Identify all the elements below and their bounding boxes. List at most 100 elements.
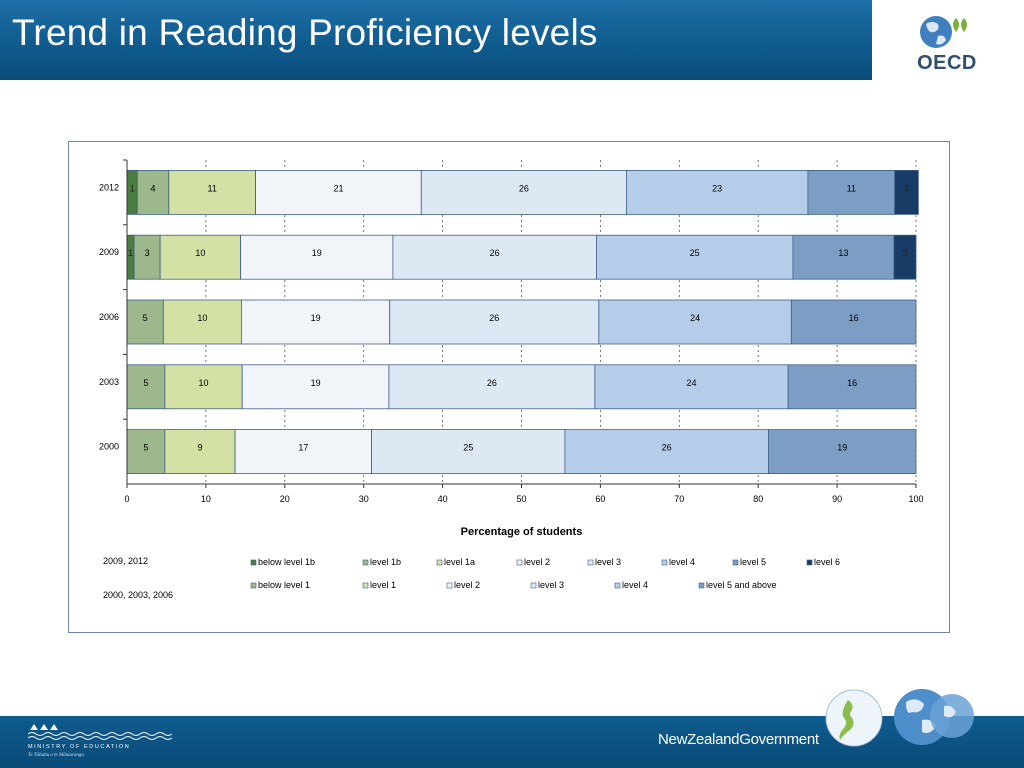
bar-data-label: 3 [904, 183, 909, 193]
y-tick-label: 2006 [99, 312, 119, 322]
bar-data-label: 26 [490, 248, 500, 258]
bar-data-label: 26 [487, 378, 497, 388]
bar-segment [136, 169, 170, 215]
legend-entry-label: level 3 [595, 557, 621, 567]
bar-segment [168, 169, 257, 215]
chart-axis: 0 10 20 30 40 50 60 70 80 90 100 Percentage of stud… [99, 159, 924, 538]
legend-entry-label: level 5 [740, 557, 766, 567]
x-tick-label: 60 [595, 494, 605, 504]
ministry-tagline: Te Tāhuhu o te Mātauranga [28, 753, 84, 758]
bar-segment [164, 429, 236, 475]
bar-data-label: 9 [197, 443, 202, 453]
bar-data-label: 10 [195, 248, 205, 258]
x-tick-label: 90 [832, 494, 842, 504]
bar-segment [255, 169, 422, 215]
legend-swatch [698, 582, 705, 589]
x-tick-label: 40 [438, 494, 448, 504]
bar-segment [893, 234, 917, 280]
bar-segment [594, 364, 789, 410]
legend-entry-label: level 2 [454, 580, 480, 590]
bar-data-label: 21 [333, 183, 343, 193]
bar-segment [790, 299, 917, 345]
bar-data-label: 10 [197, 313, 207, 323]
chart-frame: 1 4 11 21 26 23 11 3 1 3 10 19 26 25 13 3 5 10 19 26 24 16 5 10… [68, 141, 950, 633]
legend-group-label: 2000, 2003, 2006 [103, 590, 173, 600]
legend-swatch [362, 559, 369, 566]
bar-data-label: 23 [712, 183, 722, 193]
bar-data-label: 17 [298, 443, 308, 453]
legend-entry-label: level 6 [814, 557, 840, 567]
bar-segment [241, 364, 390, 410]
bar-data-label: 26 [519, 183, 529, 193]
bar-data-label: 3 [902, 248, 907, 258]
bar-data-label: 19 [311, 378, 321, 388]
bar-data-label: 16 [849, 313, 859, 323]
bar-segment [392, 234, 597, 280]
bar-segment [241, 299, 391, 345]
legend-swatch [614, 582, 621, 589]
bar-segment [626, 169, 809, 215]
x-tick-label: 30 [359, 494, 369, 504]
ministry-mark-icon [27, 724, 173, 740]
bar-data-label: 25 [463, 443, 473, 453]
oecd-logo: OECD [912, 12, 982, 74]
bar-segment [126, 299, 164, 345]
x-tick-label: 0 [124, 494, 129, 504]
x-tick-label: 50 [516, 494, 526, 504]
legend-swatch [732, 559, 739, 566]
bar-data-label: 19 [311, 313, 321, 323]
legend-entry-label: level 2 [524, 557, 550, 567]
bar-data-label: 24 [690, 313, 700, 323]
bar-segment [371, 429, 566, 475]
bar-segment [234, 429, 372, 475]
bar-data-label: 1 [130, 183, 135, 193]
nz-globe-icon [825, 689, 883, 747]
bar-data-label: 1 [128, 248, 133, 258]
legend-entry-label: level 4 [622, 580, 648, 590]
bar-segment [126, 364, 166, 410]
bar-data-label: 11 [208, 183, 217, 193]
legend-swatch [362, 582, 369, 589]
bar-data-label: 19 [312, 248, 322, 258]
bar-data-label: 26 [662, 443, 672, 453]
x-axis-title: Percentage of students [461, 526, 583, 538]
oecd-globe-icon [920, 16, 967, 48]
bar-segment [164, 364, 243, 410]
ministry-name: MINISTRY OF EDUCATION [28, 744, 131, 750]
nz-government-text-2: Government [739, 731, 819, 748]
bar-data-label: 3 [145, 248, 150, 258]
legend-swatch [516, 559, 523, 566]
bar-data-label: 25 [690, 248, 700, 258]
legend-entry-label: below level 1 [258, 580, 310, 590]
chart-bars: 1 4 11 21 26 23 11 31 3 10 19 26 25 13 35 10 19 26 24 165 10… [126, 169, 919, 475]
y-tick-label: 2009 [99, 247, 119, 257]
bar-data-label: 4 [151, 183, 156, 193]
legend-group-label: 2009, 2012 [103, 556, 148, 566]
bar-segment [240, 234, 394, 280]
legend-entry-label: level 3 [538, 580, 564, 590]
bar-segment [894, 169, 919, 215]
bar-data-label: 11 [847, 183, 856, 193]
y-tick-label: 2000 [99, 442, 119, 452]
bar-segment [768, 429, 917, 475]
stacked-bar-chart: 1 4 11 21 26 23 11 31 3 10 19 26 25 13 35 10 19 26 24 165 10… [99, 159, 924, 600]
page-title: Trend in Reading Proficiency levels [12, 12, 598, 53]
bar-segment [133, 234, 161, 280]
legend-swatch [446, 582, 453, 589]
bar-data-label: 5 [143, 313, 148, 323]
world-globe-icon [894, 689, 974, 745]
legend-swatch [587, 559, 594, 566]
bar-segment [598, 299, 792, 345]
bar-data-label: 24 [687, 378, 697, 388]
bar-segment [388, 364, 596, 410]
legend-swatch [661, 559, 668, 566]
x-tick-label: 20 [280, 494, 290, 504]
legend-entry-label: level 1b [370, 557, 401, 567]
bar-data-label: 10 [199, 378, 209, 388]
x-tick-label: 80 [753, 494, 763, 504]
legend-swatch [250, 582, 257, 589]
bar-data-label: 5 [143, 443, 148, 453]
x-tick-label: 70 [674, 494, 684, 504]
x-tick-label: 10 [201, 494, 211, 504]
